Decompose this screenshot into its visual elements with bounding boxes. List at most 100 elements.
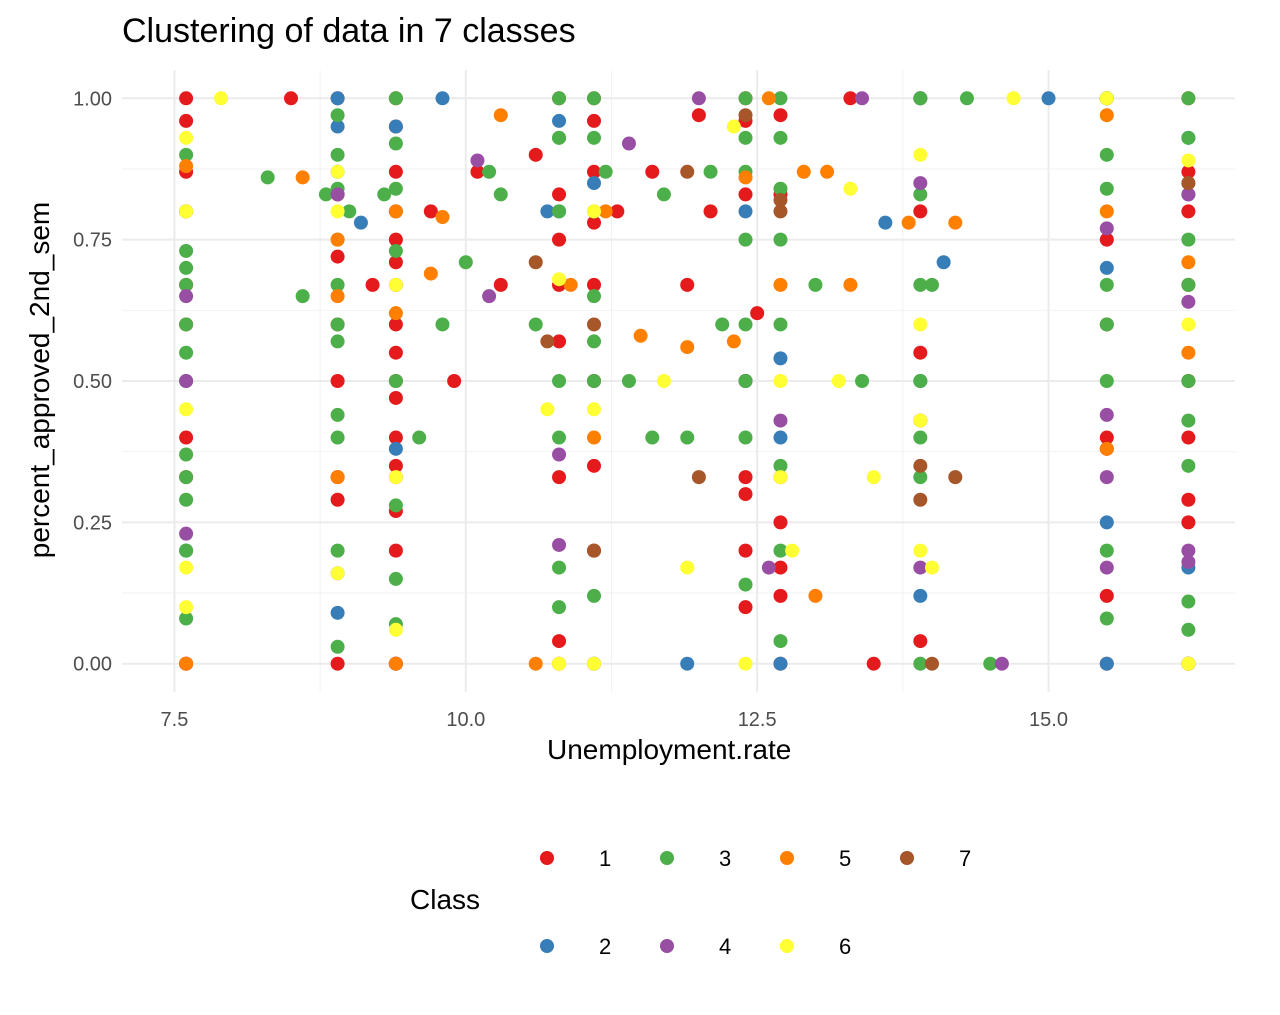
data-point-class-3 bbox=[552, 204, 567, 219]
data-point-class-1 bbox=[283, 91, 298, 106]
data-point-class-3 bbox=[318, 187, 333, 202]
data-point-class-3 bbox=[412, 430, 427, 445]
x-tick-label: 12.5 bbox=[738, 709, 777, 731]
data-point-class-3 bbox=[179, 147, 194, 162]
data-point-class-3 bbox=[377, 187, 392, 202]
data-point-class-6 bbox=[1099, 91, 1114, 106]
legend-key-class-3 bbox=[660, 851, 674, 865]
data-point-class-4 bbox=[470, 153, 485, 168]
y-tick-label: 0.25 bbox=[73, 512, 112, 534]
data-point-class-1 bbox=[552, 334, 567, 349]
data-point-class-3 bbox=[342, 204, 357, 219]
data-point-class-3 bbox=[330, 407, 345, 422]
data-point-class-7 bbox=[924, 656, 939, 671]
data-point-class-7 bbox=[1181, 176, 1196, 191]
data-point-class-6 bbox=[773, 374, 788, 388]
data-point-class-1 bbox=[388, 543, 403, 558]
data-point-class-6 bbox=[1181, 656, 1196, 671]
data-point-class-3 bbox=[435, 317, 450, 332]
data-point-class-4 bbox=[691, 91, 706, 106]
data-point-class-5 bbox=[633, 328, 648, 343]
y-tick-label: 0.50 bbox=[73, 371, 112, 393]
data-point-class-2 bbox=[353, 215, 368, 230]
data-point-class-7 bbox=[540, 334, 555, 349]
legend-label-class-6: 6 bbox=[839, 934, 851, 959]
data-point-class-2 bbox=[540, 204, 555, 219]
data-point-class-1 bbox=[447, 374, 462, 388]
data-point-class-4 bbox=[552, 447, 567, 462]
data-point-class-5 bbox=[1099, 108, 1114, 123]
data-point-class-7 bbox=[773, 193, 788, 208]
data-point-class-7 bbox=[587, 543, 602, 558]
data-point-class-4 bbox=[1099, 221, 1114, 236]
data-point-class-3 bbox=[587, 374, 602, 388]
x-tick-label: 7.5 bbox=[161, 709, 189, 731]
data-point-class-1 bbox=[913, 345, 928, 360]
data-point-class-5 bbox=[738, 170, 753, 185]
data-point-class-3 bbox=[773, 181, 788, 196]
data-point-class-2 bbox=[773, 351, 788, 366]
axis-ticks: 7.5 10.0 12.5 15.0 0.00 0.25 0.50 0.75 1.00 bbox=[73, 88, 1068, 731]
data-point-class-5 bbox=[563, 277, 578, 292]
data-point-class-1 bbox=[843, 91, 858, 106]
data-point-class-4 bbox=[179, 526, 194, 541]
data-point-class-6 bbox=[680, 560, 695, 575]
chart-title: Clustering of data in 7 classes bbox=[122, 12, 576, 50]
data-point-class-3 bbox=[388, 498, 403, 513]
data-point-class-6 bbox=[330, 566, 345, 581]
data-point-class-5 bbox=[587, 430, 602, 445]
data-point-class-3 bbox=[645, 430, 660, 445]
data-point-class-5 bbox=[808, 588, 823, 603]
data-point-class-3 bbox=[179, 317, 194, 332]
data-point-class-2 bbox=[587, 176, 602, 191]
data-point-class-1 bbox=[1181, 164, 1196, 179]
data-point-class-5 bbox=[423, 266, 438, 281]
data-point-class-3 bbox=[913, 374, 928, 388]
data-point-class-2 bbox=[1041, 91, 1056, 106]
data-point-class-3 bbox=[913, 187, 928, 202]
data-point-class-4 bbox=[482, 289, 497, 304]
data-point-class-3 bbox=[330, 639, 345, 654]
data-point-class-1 bbox=[330, 656, 345, 671]
data-point-class-5 bbox=[295, 170, 310, 185]
data-point-class-3 bbox=[388, 374, 403, 388]
data-point-class-1 bbox=[365, 277, 380, 292]
data-point-class-6 bbox=[330, 164, 345, 179]
data-point-class-4 bbox=[1099, 470, 1114, 485]
data-point-class-4 bbox=[179, 374, 194, 388]
data-point-class-3 bbox=[808, 277, 823, 292]
data-point-class-3 bbox=[773, 91, 788, 106]
data-point-class-4 bbox=[1181, 554, 1196, 569]
data-point-class-1 bbox=[179, 113, 194, 128]
data-point-class-3 bbox=[388, 181, 403, 196]
data-point-class-5 bbox=[330, 232, 345, 247]
data-point-class-4 bbox=[621, 136, 636, 151]
data-point-class-3 bbox=[1099, 374, 1114, 388]
data-point-class-3 bbox=[552, 600, 567, 615]
data-point-class-1 bbox=[330, 249, 345, 264]
data-point-class-3 bbox=[1099, 611, 1114, 626]
data-point-class-4 bbox=[1181, 294, 1196, 309]
data-point-class-3 bbox=[913, 656, 928, 671]
data-point-class-3 bbox=[913, 91, 928, 106]
data-point-class-7 bbox=[913, 492, 928, 507]
data-point-class-1 bbox=[388, 164, 403, 179]
data-point-class-2 bbox=[773, 430, 788, 445]
data-point-class-1 bbox=[866, 656, 881, 671]
data-point-class-1 bbox=[587, 458, 602, 473]
data-point-class-1 bbox=[738, 487, 753, 502]
data-point-class-3 bbox=[1181, 413, 1196, 428]
legend-key-class-6 bbox=[780, 939, 794, 953]
data-point-class-1 bbox=[1099, 588, 1114, 603]
data-point-class-3 bbox=[1181, 277, 1196, 292]
legend-label-class-2: 2 bbox=[599, 934, 611, 959]
data-point-class-2 bbox=[552, 113, 567, 128]
legend-key-class-1 bbox=[540, 851, 554, 865]
y-tick-label: 1.00 bbox=[73, 88, 112, 110]
data-point-class-3 bbox=[330, 543, 345, 558]
data-point-class-6 bbox=[587, 204, 602, 219]
data-point-class-3 bbox=[179, 345, 194, 360]
data-point-class-1 bbox=[552, 634, 567, 649]
data-point-class-3 bbox=[330, 334, 345, 349]
data-point-class-2 bbox=[330, 91, 345, 106]
